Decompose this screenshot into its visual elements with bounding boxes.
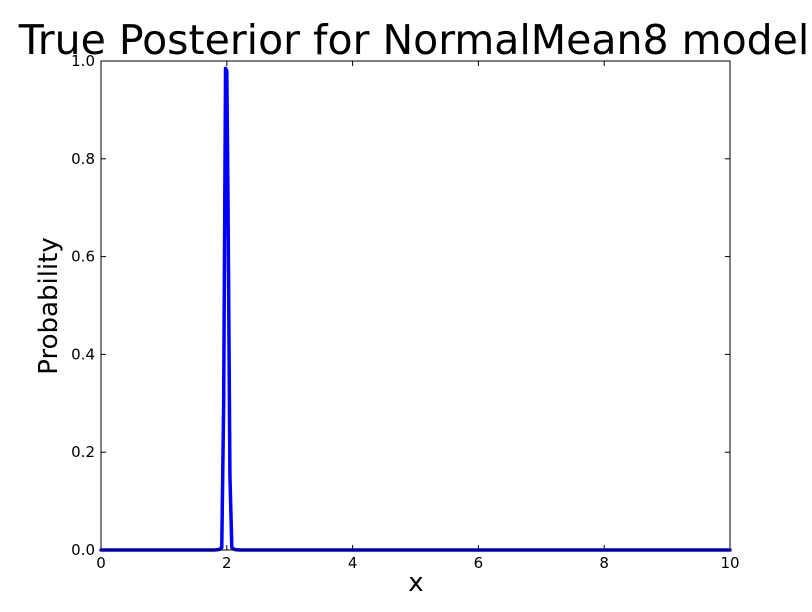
series-layer [99,66,732,552]
x-axis-label: x [408,568,423,598]
axis-ticks [100,60,731,551]
chart-title: True Posterior for NormalMean8 model [18,16,810,64]
plot-frame [100,60,731,551]
series-line [99,66,732,552]
y-tick-label: 0.8 [71,150,95,168]
x-tick-label: 10 [720,554,739,572]
x-tick-label: 4 [348,554,358,572]
y-tick-label: 0.0 [71,541,95,559]
x-tick-label: 8 [599,554,609,572]
x-tick-label: 6 [474,554,484,572]
x-tick-label: 0 [96,554,106,572]
y-tick-label: 1.0 [71,52,95,70]
axis-tick-labels: 0 2 4 6 8 10 0.0 0.2 0.4 0.6 0.8 1.0 [71,52,739,572]
y-tick-label: 0.4 [71,345,95,363]
y-tick-label: 0.2 [71,443,95,461]
y-tick-label: 0.6 [71,248,95,266]
x-tick-label: 2 [222,554,232,572]
y-axis-label: Probability [34,237,64,374]
